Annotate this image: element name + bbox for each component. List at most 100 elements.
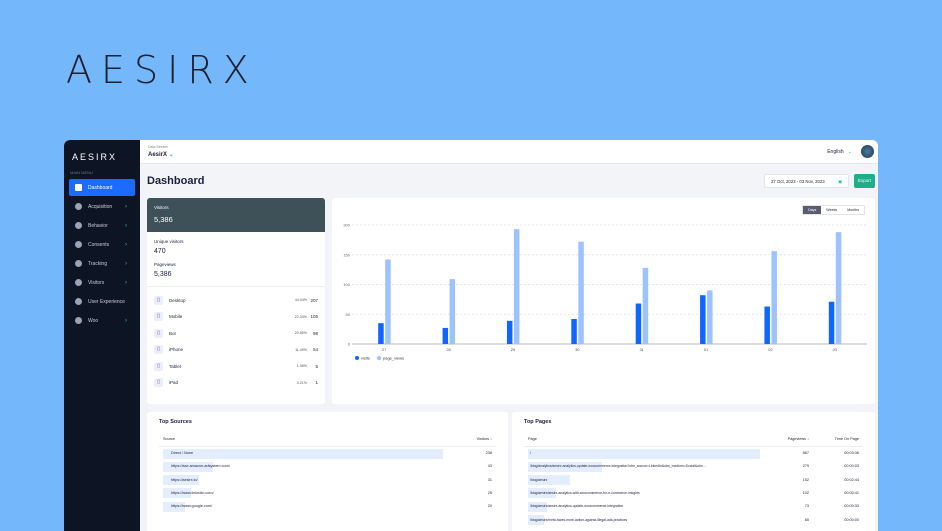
device-count: 5 (315, 363, 318, 369)
menu-icon (75, 203, 82, 210)
visitors-column-header[interactable]: Visitors ↓ (415, 432, 496, 447)
device-name: Mobile (169, 314, 183, 320)
avatar[interactable] (861, 145, 874, 158)
table-row: https://www.linkedin.com/25 (159, 486, 496, 499)
share-bar (163, 449, 443, 459)
sidebar-item-acquisition[interactable]: Acquisition › (69, 198, 135, 215)
visitors-count: 25 (487, 491, 492, 496)
time-on-page: 00:02:44 (844, 477, 859, 482)
y-tick-label: 0 (348, 342, 351, 347)
device-name: iPhone (169, 347, 184, 353)
chevron-right-icon: › (125, 260, 127, 267)
device-row: ▯ Bot 20.85% 98 (147, 325, 325, 342)
topbar: Data Stream AesirX ⌄ English ⌄ (140, 140, 878, 164)
x-tick-label: 03 (833, 347, 838, 352)
table-row: /blog/aesirx 152 00:02:44 (524, 473, 863, 486)
table-row: https://www.google.com/20 (159, 500, 496, 513)
data-stream-select[interactable]: AesirX ⌄ (148, 151, 174, 158)
visitors-value: 5,386 (154, 215, 173, 224)
sidebar-item-dashboard[interactable]: Dashboard (69, 179, 135, 196)
pageviews-count: 279 (802, 464, 809, 469)
bar-page-views (835, 232, 842, 344)
sidebar-item-user-experience[interactable]: User Experience (69, 293, 135, 310)
bar-visits (700, 295, 706, 344)
device-percent: 1.06% (296, 364, 307, 369)
x-tick-label: 27 (382, 347, 387, 352)
x-tick-label: 02 (768, 347, 773, 352)
calendar-icon: ▣ (837, 179, 842, 184)
sidebar: AESIRX MAIN MENU Dashboard Acquisition › Be… (64, 140, 140, 531)
share-bar (163, 501, 186, 512)
chart-tab-months[interactable]: Months (847, 208, 859, 212)
pageviews-column-header[interactable]: Pageviews ↓ (773, 432, 813, 447)
page-link[interactable]: / (530, 451, 531, 456)
legend-marker (377, 356, 381, 360)
bar-visits (571, 319, 577, 344)
page-link[interactable]: /blog/analytics/aesirx-analytics-update-… (530, 464, 706, 469)
sidebar-item-tracking[interactable]: Tracking › (69, 255, 135, 272)
chart-tab-weeks[interactable]: Weeks (826, 208, 838, 212)
source-link[interactable]: https://www.linkedin.com/ (171, 491, 214, 496)
device-count: 98 (312, 330, 318, 336)
bar-page-views (771, 251, 777, 344)
bar-visits (635, 303, 642, 344)
source-link[interactable]: https://aax.amazon-adsystem.com/ (171, 464, 230, 469)
device-row: ▯ Desktop 44.04% 207 (147, 292, 325, 309)
bar-page-views (449, 279, 456, 344)
device-row: ▯ iPhone 11.49% 54 (147, 342, 325, 359)
device-count: 105 (310, 314, 318, 320)
bar-page-views (707, 290, 713, 344)
y-tick-label: 50 (346, 312, 351, 317)
sidebar-item-consents[interactable]: Consents › (69, 236, 135, 253)
pageviews-header-label: Pageviews (787, 437, 807, 441)
sidebar-item-visitors[interactable]: Visitors › (69, 274, 135, 291)
table-row: /blog/aesirx/aesirx-analytics-update-woo… (524, 500, 863, 513)
x-tick-label: 29 (511, 347, 516, 352)
source-link[interactable]: Direct / None (171, 451, 194, 456)
pageviews-value: 5,386 (154, 271, 172, 278)
sidebar-item-woo[interactable]: Woo › (69, 312, 135, 329)
sidebar-item-label: Visitors (88, 279, 105, 286)
legend-label: visits (361, 356, 370, 361)
page-link[interactable]: /blog/aesirx/aesirx-analytics-with-wooco… (530, 491, 640, 496)
bar-visits (378, 323, 384, 344)
source-column-header[interactable]: Source (159, 432, 416, 447)
bar-page-views (385, 259, 391, 344)
bar-page-views (642, 267, 649, 344)
time-column-header[interactable]: Time On Page (813, 432, 863, 447)
bar-chart: 0 50 100 150 200 27 28 29 30 31 01 02 03 visits page_v… (343, 223, 867, 361)
export-button[interactable]: Export (854, 174, 875, 188)
device-percent: 22.34% (294, 314, 307, 319)
y-tick-label: 150 (343, 252, 350, 257)
page-link[interactable]: /blog/aesirx/meta-faces-more-action-agai… (530, 517, 628, 522)
dashboard-window: AESIRX MAIN MENU Dashboard Acquisition › Be… (64, 140, 878, 531)
menu-icon (75, 184, 82, 191)
page-column-header[interactable]: Page (524, 432, 773, 447)
bar-visits (506, 320, 513, 344)
chart-tab-days[interactable]: Days (803, 206, 822, 214)
chevron-down-icon: ⌄ (847, 149, 852, 155)
date-range-picker[interactable]: 27 Oct, 2023 - 03 Nov, 2023 ▣ (764, 174, 849, 188)
table-row: /blog/aesirx/meta-faces-more-action-agai… (524, 513, 863, 526)
share-bar (528, 475, 570, 486)
legend-label: page_views (383, 356, 404, 361)
source-link[interactable]: https://aesirx.io/ (171, 477, 198, 482)
menu-icon (75, 279, 82, 286)
page-link[interactable]: /blog/aesirx/aesirx-analytics-update-woo… (530, 504, 624, 509)
share-bar (163, 461, 214, 472)
chevron-right-icon: › (125, 241, 127, 248)
visitors-count: 31 (487, 477, 492, 482)
page-link[interactable]: /blog/aesirx (530, 477, 548, 482)
sidebar-item-behavior[interactable]: Behavior › (69, 217, 135, 234)
bar-visits (764, 306, 770, 344)
device-name: Bot (169, 330, 176, 336)
pageviews-label: Pageviews (154, 262, 176, 267)
share-bar (528, 449, 760, 459)
device-icon: ▯ (154, 378, 163, 388)
time-on-page: 00:00:00 (844, 517, 859, 522)
y-tick-label: 100 (343, 282, 350, 287)
device-percent: 0.21% (296, 380, 307, 385)
device-row: ▯ iPad 0.21% 1 (147, 375, 325, 392)
source-link[interactable]: https://www.google.com/ (171, 504, 213, 509)
language-select[interactable]: English ⌄ (827, 149, 852, 155)
